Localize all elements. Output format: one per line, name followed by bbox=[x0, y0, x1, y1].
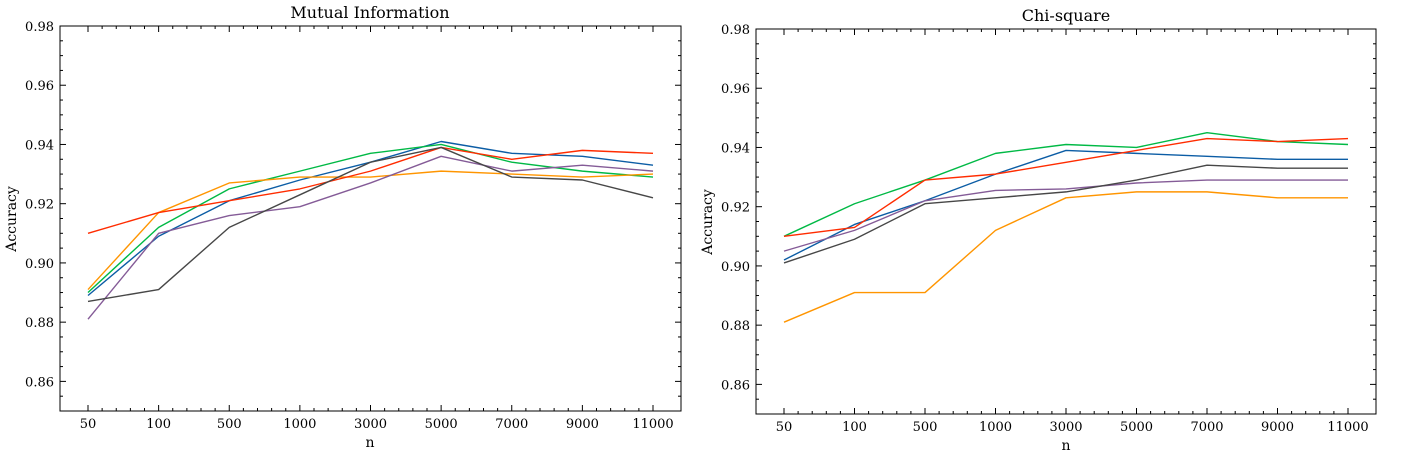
series-line-purple bbox=[783, 179, 1348, 252]
x-axis-label: n bbox=[365, 435, 374, 451]
x-tick-label: 9000 bbox=[566, 417, 599, 432]
y-tick-label: 0.88 bbox=[25, 316, 54, 331]
x-tick-label: 1000 bbox=[979, 420, 1012, 435]
y-tick-label: 0.94 bbox=[25, 138, 54, 153]
series-line-green bbox=[87, 143, 654, 294]
chart-title: Chi-square bbox=[1022, 6, 1110, 25]
x-axis-label: n bbox=[1061, 438, 1070, 454]
chart-mutual-information: Mutual Information n Accuracy 50 100 500 10… bbox=[4, 3, 682, 451]
y-tick-label: 0.86 bbox=[25, 375, 54, 390]
y-tick-label: 0.94 bbox=[721, 141, 750, 156]
x-tick-label: 50 bbox=[80, 417, 97, 432]
x-tick-label: 5000 bbox=[1120, 420, 1153, 435]
x-tick-label: 3000 bbox=[354, 417, 387, 432]
chart-title: Mutual Information bbox=[290, 3, 449, 22]
x-tick-label: 50 bbox=[776, 420, 793, 435]
x-tick-label: 11000 bbox=[632, 417, 673, 432]
y-tick-label: 0.92 bbox=[25, 198, 54, 213]
y-axis-label: Accuracy bbox=[700, 189, 716, 256]
x-tick-label: 5000 bbox=[425, 417, 458, 432]
x-tick-label: 9000 bbox=[1261, 420, 1294, 435]
series-line-green bbox=[783, 131, 1349, 237]
series-line-orange bbox=[87, 170, 654, 291]
chart-chi-square: Chi-square n Accuracy 50 100 500 1000 3000 50… bbox=[700, 6, 1377, 454]
y-axis-label: Accuracy bbox=[4, 186, 20, 253]
y-tick-label: 0.86 bbox=[721, 378, 750, 393]
series-line-dark-gray bbox=[783, 164, 1348, 264]
x-tick-label: 7000 bbox=[1190, 420, 1223, 435]
x-tick-label: 3000 bbox=[1049, 420, 1082, 435]
y-tick-label: 0.88 bbox=[721, 319, 750, 334]
series-line-red bbox=[783, 137, 1349, 238]
series-line-purple bbox=[87, 155, 654, 320]
plot-frame bbox=[755, 28, 1377, 415]
series-line-dark-gray bbox=[87, 146, 654, 303]
y-tick-label: 0.90 bbox=[25, 257, 54, 272]
x-tick-label: 100 bbox=[146, 417, 171, 432]
series-line-red bbox=[87, 146, 654, 234]
y-tick-label: 0.98 bbox=[25, 20, 54, 35]
x-tick-label: 100 bbox=[842, 420, 867, 435]
series-line-blue bbox=[87, 140, 654, 297]
y-tick-label: 0.90 bbox=[721, 260, 750, 275]
x-tick-label: 7000 bbox=[495, 417, 528, 432]
x-tick-label: 500 bbox=[217, 417, 242, 432]
x-tick-label: 11000 bbox=[1327, 420, 1368, 435]
y-tick-label: 0.96 bbox=[721, 82, 750, 97]
y-tick-label: 0.96 bbox=[25, 79, 54, 94]
y-tick-label: 0.92 bbox=[721, 201, 750, 216]
series-line-orange bbox=[783, 191, 1348, 323]
series-line-blue bbox=[783, 149, 1348, 261]
y-tick-label: 0.98 bbox=[721, 23, 750, 38]
x-tick-label: 1000 bbox=[283, 417, 316, 432]
x-tick-label: 500 bbox=[913, 420, 938, 435]
